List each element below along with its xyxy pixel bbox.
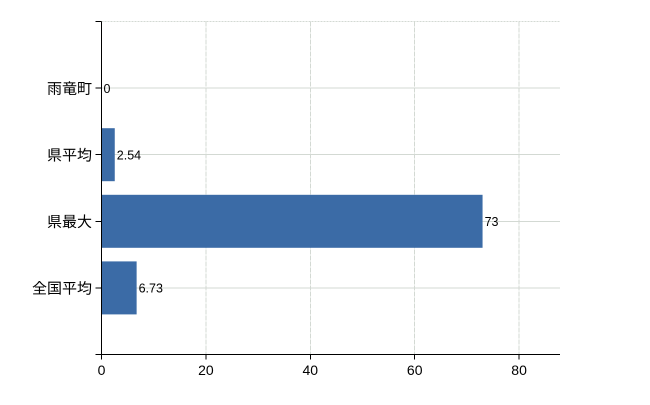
svg-text:40: 40 [303,362,319,378]
svg-text:80: 80 [511,362,527,378]
svg-text:60: 60 [407,362,423,378]
svg-text:0: 0 [104,82,111,96]
svg-text:6.73: 6.73 [139,282,163,296]
svg-text:73: 73 [485,215,499,229]
svg-text:20: 20 [198,362,214,378]
svg-text:2.54: 2.54 [117,148,141,162]
svg-text:0: 0 [98,362,106,378]
